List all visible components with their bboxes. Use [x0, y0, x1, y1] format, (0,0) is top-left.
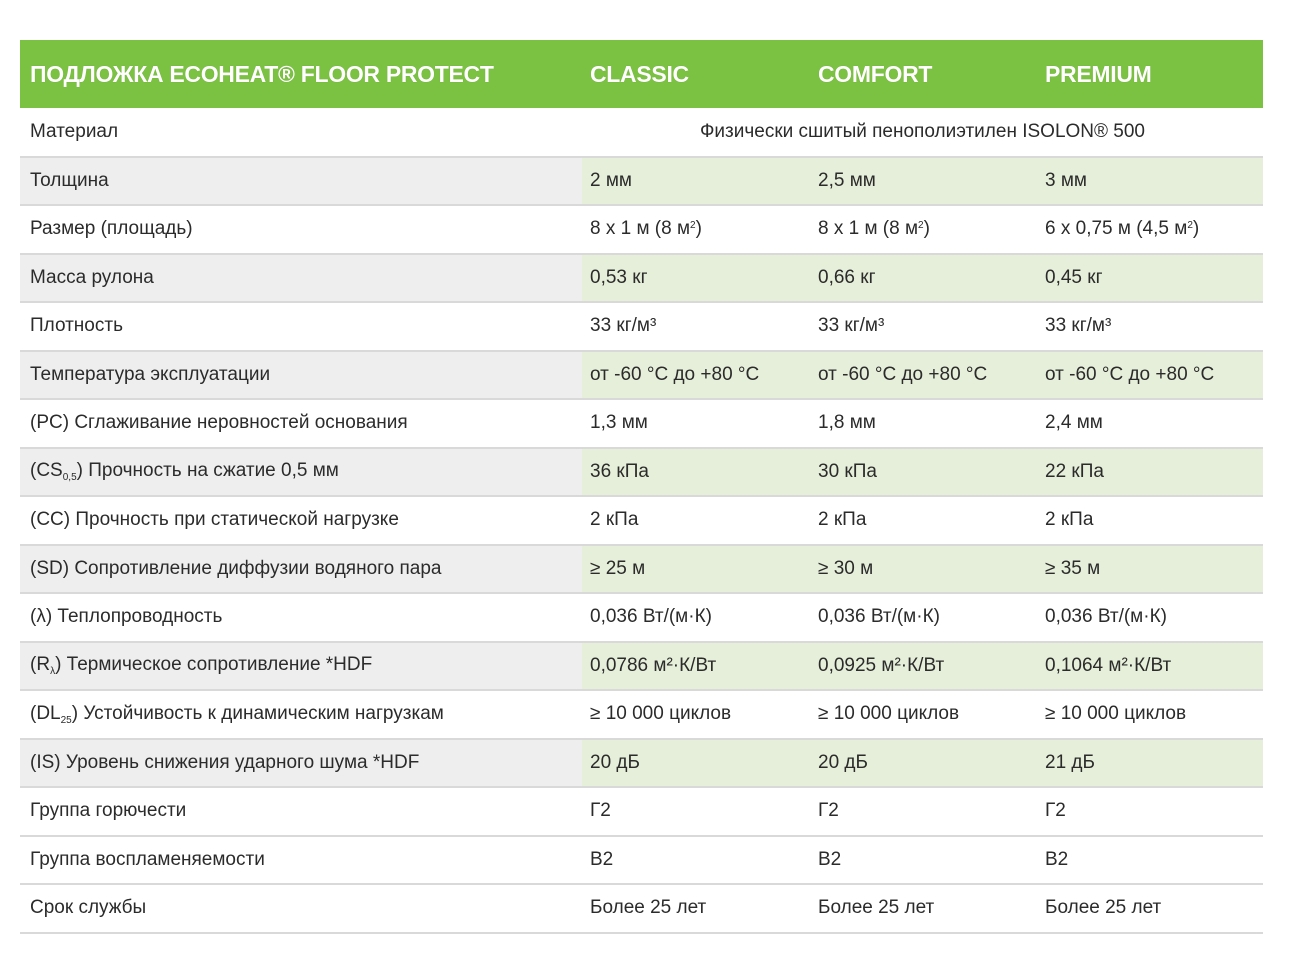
header-classic: CLASSIC	[590, 60, 689, 87]
value-premium: 2,4 мм	[1037, 399, 1263, 449]
value-classic: 0,53 кг	[582, 253, 810, 303]
row-density: Плотность 33 кг/м³ 33 кг/м³ 33 кг/м³	[20, 302, 1263, 352]
value-comfort: Более 25 лет	[810, 884, 1037, 934]
row-flammability: Группа воспламеняемости В2 В2 В2	[20, 835, 1263, 885]
value-comfort: 30 кПа	[810, 447, 1037, 497]
table-header-row: ПОДЛОЖКА ECOHEAT® FLOOR PROTECT CLASSIC …	[20, 40, 1263, 108]
row-label: (DL25) Устойчивость к динамическим нагру…	[20, 690, 582, 740]
value-classic: В2	[582, 835, 810, 885]
value-classic: 1,3 мм	[582, 399, 810, 449]
value-classic: 33 кг/м³	[582, 302, 810, 352]
row-pc: (PC) Сглаживание неровностей основания 1…	[20, 399, 1263, 449]
value-premium: 22 кПа	[1037, 447, 1263, 497]
row-label: (CC) Прочность при статической нагрузке	[20, 496, 582, 546]
header-comfort: COMFORT	[818, 60, 933, 87]
row-dl: (DL25) Устойчивость к динамическим нагру…	[20, 690, 1263, 740]
value-classic: 0,036 Вт/(м·К)	[582, 593, 810, 643]
value-comfort: 0,66 кг	[810, 253, 1037, 303]
value-comfort: ≥ 10 000 циклов	[810, 690, 1037, 740]
value-comfort: 1,8 мм	[810, 399, 1037, 449]
value-classic: 20 дБ	[582, 738, 810, 788]
value-premium: 6 х 0,75 м (4,5 м2)	[1037, 205, 1263, 255]
value-comfort: В2	[810, 835, 1037, 885]
row-label: Материал	[20, 108, 582, 158]
row-label: Группа воспламеняемости	[20, 835, 582, 885]
row-material: Материал Физически сшитый пенополиэтилен…	[20, 108, 1263, 158]
value-premium: 0,45 кг	[1037, 253, 1263, 303]
row-cs: (CS0,5) Прочность на сжатие 0,5 мм 36 кП…	[20, 447, 1263, 497]
value-comfort: 33 кг/м³	[810, 302, 1037, 352]
row-label: (SD) Сопротивление диффузии водяного пар…	[20, 544, 582, 594]
value-classic: ≥ 10 000 циклов	[582, 690, 810, 740]
value-premium: ≥ 35 м	[1037, 544, 1263, 594]
value-premium: 33 кг/м³	[1037, 302, 1263, 352]
value-premium: 0,036 Вт/(м·К)	[1037, 593, 1263, 643]
row-label: Размер (площадь)	[20, 205, 582, 255]
value-premium: 2 кПа	[1037, 496, 1263, 546]
value-comfort: от -60 °С до +80 °С	[810, 350, 1037, 400]
value-comfort: Г2	[810, 787, 1037, 837]
header-premium: PREMIUM	[1045, 60, 1152, 87]
value-premium: Г2	[1037, 787, 1263, 837]
row-label: Группа горючести	[20, 787, 582, 837]
value-classic: Г2	[582, 787, 810, 837]
value-classic: 0,0786 м²·К/Вт	[582, 641, 810, 691]
value-premium: В2	[1037, 835, 1263, 885]
row-cc: (CC) Прочность при статической нагрузке …	[20, 496, 1263, 546]
value-classic: 36 кПа	[582, 447, 810, 497]
value-comfort: 0,0925 м²·К/Вт	[810, 641, 1037, 691]
value-comfort: 2,5 мм	[810, 156, 1037, 206]
row-thickness: Толщина 2 мм 2,5 мм 3 мм	[20, 156, 1263, 206]
row-size: Размер (площадь) 8 х 1 м (8 м2) 8 х 1 м …	[20, 205, 1263, 255]
value-premium: 3 мм	[1037, 156, 1263, 206]
material-value: Физически сшитый пенополиэтилен ISOLON® …	[582, 108, 1263, 158]
row-label: (PC) Сглаживание неровностей основания	[20, 399, 582, 449]
value-premium: 21 дБ	[1037, 738, 1263, 788]
row-mass: Масса рулона 0,53 кг 0,66 кг 0,45 кг	[20, 253, 1263, 303]
value-classic: от -60 °С до +80 °С	[582, 350, 810, 400]
spec-table: ПОДЛОЖКА ECOHEAT® FLOOR PROTECT CLASSIC …	[20, 40, 1263, 934]
row-label: Плотность	[20, 302, 582, 352]
row-sd: (SD) Сопротивление диффузии водяного пар…	[20, 544, 1263, 594]
header-product: ПОДЛОЖКА ECOHEAT® FLOOR PROTECT	[30, 60, 494, 87]
value-comfort: 20 дБ	[810, 738, 1037, 788]
value-comfort: 8 х 1 м (8 м2)	[810, 205, 1037, 255]
value-classic: 8 х 1 м (8 м2)	[582, 205, 810, 255]
value-classic: 2 кПа	[582, 496, 810, 546]
value-classic: 2 мм	[582, 156, 810, 206]
row-label: Температура эксплуатации	[20, 350, 582, 400]
value-comfort: ≥ 30 м	[810, 544, 1037, 594]
row-combustibility: Группа горючести Г2 Г2 Г2	[20, 787, 1263, 837]
value-comfort: 2 кПа	[810, 496, 1037, 546]
row-label: Толщина	[20, 156, 582, 206]
value-premium: 0,1064 м²·К/Вт	[1037, 641, 1263, 691]
row-label: (λ) Теплопроводность	[20, 593, 582, 643]
value-premium: Более 25 лет	[1037, 884, 1263, 934]
value-classic: Более 25 лет	[582, 884, 810, 934]
row-lambda: (λ) Теплопроводность 0,036 Вт/(м·К) 0,03…	[20, 593, 1263, 643]
row-label: (CS0,5) Прочность на сжатие 0,5 мм	[20, 447, 582, 497]
value-premium: от -60 °С до +80 °С	[1037, 350, 1263, 400]
row-label: (Rλ) Термическое сопротивление *HDF	[20, 641, 582, 691]
row-label: Срок службы	[20, 884, 582, 934]
value-classic: ≥ 25 м	[582, 544, 810, 594]
row-r: (Rλ) Термическое сопротивление *HDF 0,07…	[20, 641, 1263, 691]
row-label: Масса рулона	[20, 253, 582, 303]
row-is: (IS) Уровень снижения ударного шума *HDF…	[20, 738, 1263, 788]
value-premium: ≥ 10 000 циклов	[1037, 690, 1263, 740]
value-comfort: 0,036 Вт/(м·К)	[810, 593, 1037, 643]
row-temperature: Температура эксплуатации от -60 °С до +8…	[20, 350, 1263, 400]
row-label: (IS) Уровень снижения ударного шума *HDF	[20, 738, 582, 788]
row-lifetime: Срок службы Более 25 лет Более 25 лет Бо…	[20, 884, 1263, 934]
